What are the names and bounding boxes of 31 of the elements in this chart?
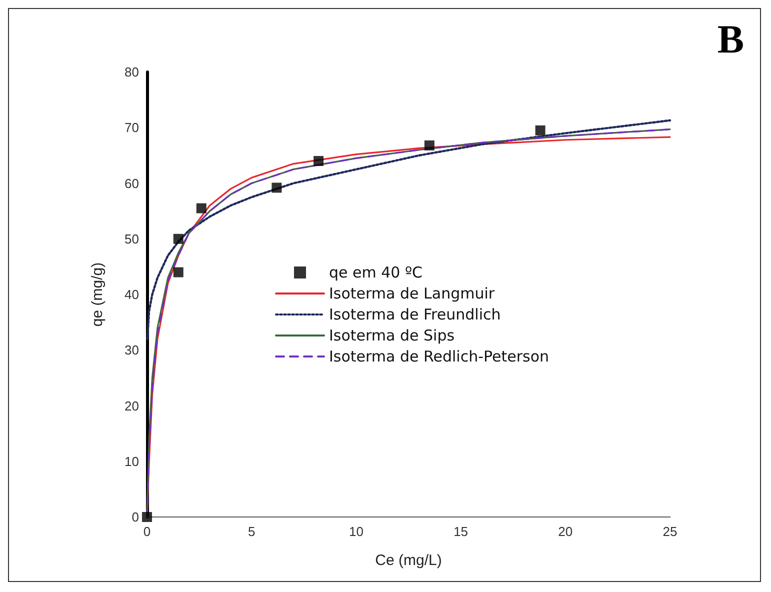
y-tick-label: 30 (124, 342, 139, 358)
legend-label: Isoterma de Freundlich (329, 306, 501, 324)
legend-label: Isoterma de Langmuir (329, 284, 496, 302)
y-tick-label: 20 (124, 398, 139, 414)
point (272, 182, 282, 193)
y-axis-title: qe (mg/g) (89, 262, 106, 327)
x-tick-label: 25 (662, 524, 678, 539)
legend-label: Isoterma de Redlich-Peterson (329, 348, 550, 366)
point (196, 203, 206, 214)
x-axis-title: Ce (mg/L) (375, 552, 442, 569)
x-tick-label: 5 (248, 524, 256, 539)
x-tick-label: 15 (454, 524, 468, 539)
y-tick-label: 40 (124, 287, 139, 302)
x-tick-label: 0 (143, 524, 151, 539)
y-tick-label: 0 (132, 510, 139, 524)
point (173, 234, 184, 244)
x-tick-label: 10 (348, 524, 364, 539)
point (314, 156, 324, 166)
point (142, 512, 152, 522)
point (173, 267, 184, 278)
chart-title: B (717, 16, 744, 62)
y-tick-label: 10 (124, 454, 139, 469)
x-tick-label: 20 (558, 524, 573, 539)
point (535, 125, 546, 136)
y-tick-label: 60 (124, 176, 139, 191)
legend-label: Isoterma de Sips (329, 326, 455, 344)
y-tick-label: 50 (124, 231, 139, 246)
y-tick-label: 70 (124, 120, 139, 136)
y-tick-label: 80 (124, 64, 139, 80)
legend-label: qe em 40 ºC (329, 264, 423, 282)
point (424, 140, 434, 150)
